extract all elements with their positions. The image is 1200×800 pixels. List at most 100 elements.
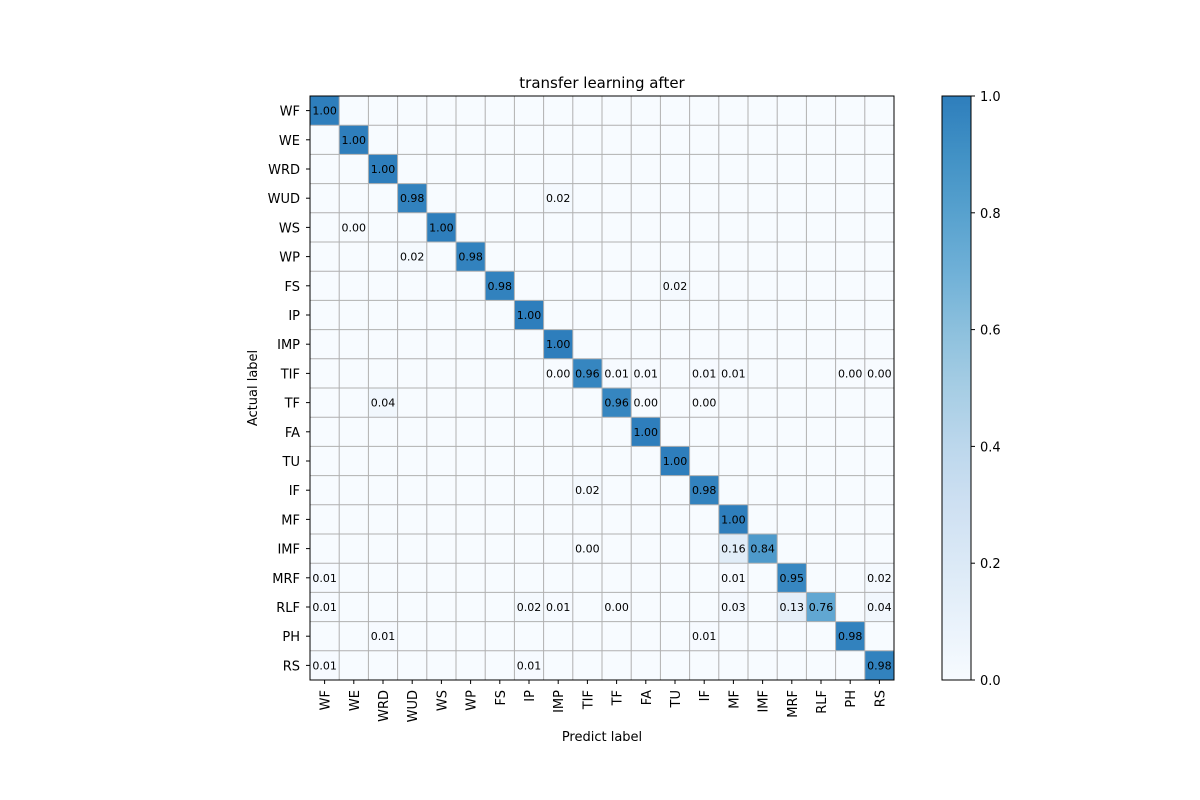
- heatmap-cell-RLF-RS: [864, 592, 894, 622]
- heatmap-cell-RLF-WF: [310, 592, 340, 622]
- heatmap-cell-PH-PH: [835, 621, 865, 651]
- y-tick-label-RS: RS: [283, 659, 300, 674]
- heatmap-cell-WS-WS: [426, 212, 456, 242]
- x-tick-label-TIF: TIF: [581, 690, 596, 710]
- y-tick-label-IP: IP: [288, 309, 300, 324]
- cell-value-label: 0.02: [575, 484, 600, 497]
- cell-value-labels: 1.00 1.00 1.00 0.98 0.02 0.00 1.00 0.02 0.98 0.98…: [312, 105, 891, 673]
- y-tick-label-IF: IF: [289, 484, 300, 499]
- heatmap-cell-RLF-IMP: [543, 592, 573, 622]
- heatmap-cell-MRF-RS: [864, 563, 894, 593]
- x-tick-label-IF: IF: [698, 690, 713, 701]
- cell-value-label: 0.98: [458, 251, 483, 264]
- cell-value-label: 1.00: [721, 513, 746, 526]
- heatmap-cell-TU-TU: [660, 446, 690, 476]
- x-tick-label-RLF: RLF: [815, 690, 830, 714]
- heatmap-cell-TIF-RS: [864, 358, 894, 388]
- heatmap-cell-FS-TU: [660, 271, 690, 301]
- cell-value-label: 1.00: [546, 338, 571, 351]
- cell-value-label: 0.00: [575, 543, 600, 556]
- cell-value-label: 0.01: [721, 367, 746, 380]
- cell-value-label: 0.13: [780, 601, 805, 614]
- heatmap-cell-IMF-MF: [718, 534, 748, 564]
- heatmap-cell-TIF-MF: [718, 358, 748, 388]
- heatmap-cell-TF-TF: [602, 388, 632, 418]
- colorbar-ticks: 0.0 0.2 0.4 0.6 0.8 1.0: [971, 90, 1001, 689]
- heatmap-cell-RS-IP: [514, 650, 544, 680]
- cell-value-label: 0.00: [546, 367, 571, 380]
- cell-value-label: 0.02: [400, 251, 425, 264]
- cell-value-label: 0.00: [604, 601, 629, 614]
- colorbar-tick-label: 0.4: [980, 440, 1001, 455]
- heatmap-cell-RS-RS: [864, 650, 894, 680]
- x-axis-label: Predict label: [562, 730, 642, 745]
- cell-value-label: 0.01: [546, 601, 571, 614]
- x-tick-label-TU: TU: [669, 690, 684, 708]
- x-tick-label-WE: WE: [348, 690, 363, 711]
- cell-value-label: 1.00: [312, 105, 337, 118]
- heatmap-cell-IF-IF: [689, 475, 719, 505]
- x-tick-label-MRF: MRF: [786, 690, 801, 718]
- cell-value-label: 0.96: [575, 367, 600, 380]
- colorbar-tick-label: 0.8: [980, 207, 1001, 222]
- heatmap-cell-TIF-IF: [689, 358, 719, 388]
- y-tick-label-FA: FA: [285, 426, 300, 441]
- x-tick-label-PH: PH: [844, 690, 859, 708]
- heatmap-cell-FS-FS: [485, 271, 515, 301]
- x-tick-label-FA: FA: [640, 690, 655, 705]
- y-tick-label-IMF: IMF: [277, 543, 300, 558]
- x-tick-label-WRD: WRD: [377, 690, 392, 722]
- cell-value-label: 0.16: [721, 543, 746, 556]
- y-tick-label-WS: WS: [279, 221, 300, 236]
- cell-value-label: 0.01: [721, 572, 746, 585]
- cell-value-label: 0.01: [604, 367, 629, 380]
- cell-value-label: 0.01: [312, 572, 337, 585]
- y-tick-label-IMP: IMP: [277, 338, 300, 353]
- heatmap-cell-MRF-MF: [718, 563, 748, 593]
- x-tick-label-IMF: IMF: [757, 690, 772, 713]
- cell-value-label: 0.98: [838, 630, 863, 643]
- cell-value-label: 0.01: [312, 601, 337, 614]
- heatmap-cell-MRF-WF: [310, 563, 340, 593]
- y-axis-label: Actual label: [246, 350, 261, 426]
- cell-value-label: 0.76: [809, 601, 834, 614]
- y-tick-label-MF: MF: [281, 513, 300, 528]
- x-tick-labels: WF WE WRD WUD WS WP FS IP IMP TIF TF FA TU IF MF IMF MRF…: [319, 680, 888, 722]
- heatmap-cell-TF-IF: [689, 388, 719, 418]
- heatmap-cell-IMF-TIF: [572, 534, 602, 564]
- heatmap-cell-WS-WE: [339, 212, 369, 242]
- y-tick-label-WP: WP: [279, 251, 300, 266]
- chart-title: transfer learning after: [519, 74, 685, 92]
- x-tick-label-IMP: IMP: [552, 690, 567, 713]
- heatmap-cell-IP-IP: [514, 300, 544, 330]
- x-tick-label-TF: TF: [611, 690, 626, 706]
- cell-value-label: 0.00: [692, 397, 717, 410]
- heatmap-cell-RLF-IP: [514, 592, 544, 622]
- cell-value-label: 1.00: [634, 426, 659, 439]
- heatmap-cell-TIF-PH: [835, 358, 865, 388]
- cell-value-label: 0.98: [400, 192, 425, 205]
- heatmap-cell-WRD-WRD: [368, 154, 398, 184]
- heatmap-cell-MF-MF: [718, 504, 748, 534]
- heatmap-cell-TF-WRD: [368, 388, 398, 418]
- heatmap-cell-RLF-RLF: [806, 592, 836, 622]
- heatmap-cell-IF-TIF: [572, 475, 602, 505]
- cell-value-label: 0.98: [867, 659, 892, 672]
- cell-value-label: 0.98: [488, 280, 513, 293]
- y-tick-label-WE: WE: [279, 134, 300, 149]
- cell-value-label: 0.00: [634, 397, 659, 410]
- colorbar-tick-label: 0.6: [980, 324, 1001, 339]
- heatmap-cell-TIF-FA: [631, 358, 661, 388]
- x-tick-label-FS: FS: [494, 690, 509, 706]
- heatmap-cell-WF-WF: [310, 96, 340, 126]
- heatmap-cell-WUD-IMP: [543, 183, 573, 213]
- cell-value-label: 0.01: [692, 367, 717, 380]
- y-tick-label-WUD: WUD: [268, 192, 300, 207]
- x-tick-label-WF: WF: [319, 690, 334, 710]
- heatmap-cell-MRF-MRF: [777, 563, 807, 593]
- heatmap-cell-RLF-MRF: [777, 592, 807, 622]
- heatmap-cell-PH-WRD: [368, 621, 398, 651]
- cell-value-label: 0.02: [663, 280, 688, 293]
- cell-value-label: 0.02: [517, 601, 542, 614]
